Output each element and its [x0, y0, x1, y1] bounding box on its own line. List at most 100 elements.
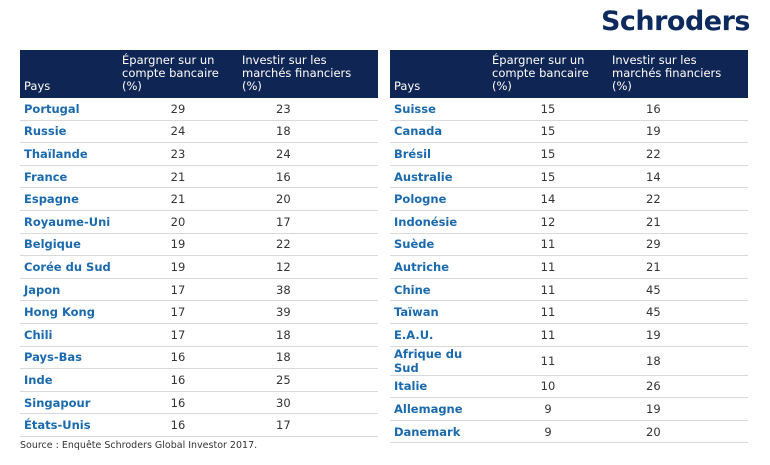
value-cell: 18: [238, 346, 378, 370]
value-cell: 15: [488, 165, 608, 189]
table-row: Hong Kong 17 39: [20, 300, 378, 324]
country-cell: Singapour: [20, 391, 118, 415]
table-row: Danemark 9 20: [390, 420, 748, 444]
value-cell: 17: [238, 413, 378, 437]
value-cell: 23: [118, 142, 238, 166]
value-cell: 16: [118, 391, 238, 415]
value-cell: 9: [488, 420, 608, 444]
value-cell: 15: [488, 142, 608, 166]
table-row: Chili 17 18: [20, 323, 378, 347]
country-cell: E.A.U.: [390, 323, 488, 347]
country-cell: Chili: [20, 323, 118, 347]
table-row: Canada 15 19: [390, 120, 748, 144]
value-cell: 21: [118, 187, 238, 211]
table-row: Singapour 16 30: [20, 391, 378, 415]
value-cell: 17: [118, 278, 238, 302]
value-cell: 14: [608, 165, 748, 189]
country-cell: Thaïlande: [20, 142, 118, 166]
header-cell: Investir sur les marchés financiers (%): [608, 50, 748, 98]
country-cell: Allemagne: [390, 397, 488, 421]
value-cell: 39: [238, 300, 378, 324]
value-cell: 16: [118, 346, 238, 370]
table-header: Pays Épargner sur un compte bancaire (%) I…: [390, 50, 748, 98]
value-cell: 17: [118, 300, 238, 324]
value-cell: 16: [118, 413, 238, 437]
value-cell: 22: [608, 187, 748, 211]
table-row: Allemagne 9 19: [390, 397, 748, 421]
country-cell: Royaume-Uni: [20, 210, 118, 234]
value-cell: 11: [488, 278, 608, 302]
country-cell: Taïwan: [390, 300, 488, 324]
table-row: Pays-Bas 16 18: [20, 346, 378, 370]
table-row: Espagne 21 20: [20, 187, 378, 211]
value-cell: 16: [608, 98, 748, 121]
table-row: Autriche 11 21: [390, 255, 748, 279]
country-cell: Pologne: [390, 187, 488, 211]
value-cell: 17: [238, 210, 378, 234]
value-cell: 24: [118, 120, 238, 144]
header-cell: Investir sur les marchés financiers (%): [238, 50, 378, 98]
table-row: Chine 11 45: [390, 278, 748, 302]
value-cell: 45: [608, 300, 748, 324]
table-row: Suède 11 29: [390, 233, 748, 257]
table-row: Indonésie 12 21: [390, 210, 748, 234]
value-cell: 24: [238, 142, 378, 166]
value-cell: 16: [118, 368, 238, 392]
value-cell: 19: [118, 255, 238, 279]
table-row: Taïwan 11 45: [390, 300, 748, 324]
logo: Schroders: [600, 6, 751, 37]
country-cell: Russie: [20, 120, 118, 144]
table-row: Royaume-Uni 20 17: [20, 210, 378, 234]
table-row: Thaïlande 23 24: [20, 142, 378, 166]
country-cell: Portugal: [20, 98, 118, 121]
value-cell: 21: [608, 210, 748, 234]
country-cell: Danemark: [390, 420, 488, 444]
table-row: Inde 16 25: [20, 368, 378, 392]
country-cell: Indonésie: [390, 210, 488, 234]
value-cell: 11: [488, 255, 608, 279]
country-cell: Suisse: [390, 98, 488, 121]
value-cell: 29: [608, 233, 748, 257]
table-body: Portugal 29 23 Russie 24 18 Thaïlande 23 24 Franc…: [20, 98, 378, 437]
country-cell: Japon: [20, 278, 118, 302]
header-cell: Épargner sur un compte bancaire (%): [118, 50, 238, 98]
value-cell: 10: [488, 375, 608, 399]
table-row: Russie 24 18: [20, 120, 378, 144]
country-cell: États-Unis: [20, 413, 118, 437]
value-cell: 19: [608, 323, 748, 347]
value-cell: 23: [238, 98, 378, 121]
country-cell: Canada: [390, 120, 488, 144]
value-cell: 30: [238, 391, 378, 415]
table-header: Pays Épargner sur un compte bancaire (%) I…: [20, 50, 378, 98]
value-cell: 21: [608, 255, 748, 279]
value-cell: 26: [608, 375, 748, 399]
country-cell: Belgique: [20, 233, 118, 257]
value-cell: 22: [238, 233, 378, 257]
header-cell: Épargner sur un compte bancaire (%): [488, 50, 608, 98]
table-row: Belgique 19 22: [20, 233, 378, 257]
value-cell: 18: [608, 346, 748, 376]
country-cell: France: [20, 165, 118, 189]
header-cell: Pays: [20, 50, 118, 98]
table-row: Corée du Sud 19 12: [20, 255, 378, 279]
value-cell: 9: [488, 397, 608, 421]
country-cell: Espagne: [20, 187, 118, 211]
table-row: France 21 16: [20, 165, 378, 189]
table-row: Brésil 15 22: [390, 142, 748, 166]
country-cell: Corée du Sud: [20, 255, 118, 279]
table-row: Japon 17 38: [20, 278, 378, 302]
data-table: Pays Épargner sur un compte bancaire (%) I…: [390, 50, 748, 444]
value-cell: 18: [238, 120, 378, 144]
table-row: Australie 15 14: [390, 165, 748, 189]
value-cell: 20: [118, 210, 238, 234]
country-cell: Chine: [390, 278, 488, 302]
country-cell: Inde: [20, 368, 118, 392]
value-cell: 21: [118, 165, 238, 189]
value-cell: 15: [488, 98, 608, 121]
source-note: Source : Enquête Schroders Global Invest…: [20, 440, 258, 451]
data-table: Pays Épargner sur un compte bancaire (%) I…: [20, 50, 378, 437]
value-cell: 15: [488, 120, 608, 144]
value-cell: 14: [488, 187, 608, 211]
table-body: Suisse 15 16 Canada 15 19 Brésil 15 22 Australie 1…: [390, 98, 748, 444]
